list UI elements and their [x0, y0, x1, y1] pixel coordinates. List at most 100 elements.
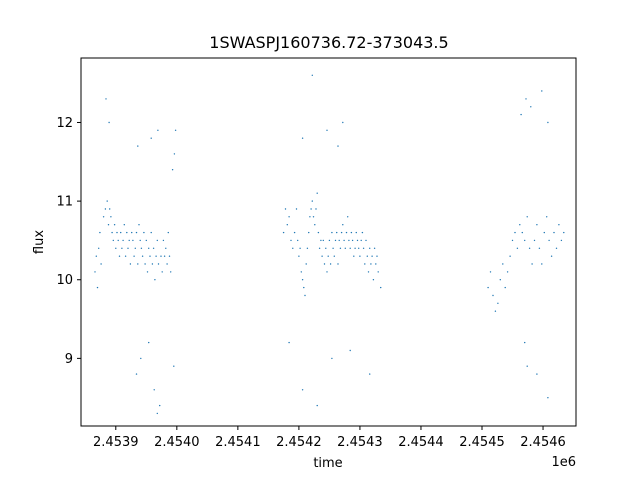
data-point [156, 239, 158, 242]
data-point [327, 255, 329, 257]
y-axis-label: flux [32, 230, 47, 254]
data-point [165, 247, 167, 249]
data-point [111, 231, 113, 234]
data-point [345, 231, 348, 234]
data-point [499, 279, 501, 281]
data-point [288, 341, 290, 344]
data-point [110, 216, 112, 218]
data-point [124, 255, 127, 257]
data-point [95, 255, 98, 257]
data-point [301, 279, 304, 281]
data-point [347, 216, 349, 218]
data-point [117, 239, 119, 242]
data-point [349, 247, 351, 249]
data-point [520, 113, 522, 116]
data-point [99, 231, 101, 234]
data-point [121, 247, 123, 249]
data-point [325, 247, 327, 249]
data-point [308, 231, 310, 234]
data-point [546, 216, 548, 218]
data-point [108, 121, 110, 124]
data-point [364, 263, 366, 265]
data-point [514, 231, 516, 234]
data-point [159, 404, 161, 407]
data-point [162, 239, 165, 242]
data-point [293, 231, 296, 234]
data-point [128, 239, 130, 242]
data-point [329, 263, 332, 265]
data-point [348, 239, 350, 242]
data-point [306, 247, 309, 249]
data-point [356, 239, 359, 242]
y-tick-label: 9 [65, 352, 73, 367]
data-point [148, 341, 150, 344]
data-point [536, 224, 538, 226]
data-point [137, 263, 139, 265]
data-point [489, 271, 492, 273]
data-point [301, 137, 304, 139]
data-point [487, 286, 489, 289]
data-point [524, 341, 526, 344]
x-tick-label: 2.4546 [520, 435, 566, 450]
data-point [563, 231, 565, 234]
data-point [336, 231, 338, 234]
data-point [314, 224, 316, 226]
data-point [332, 247, 334, 249]
data-point [311, 74, 313, 77]
data-point [536, 373, 538, 375]
data-point [339, 247, 342, 249]
data-point [141, 255, 144, 257]
data-point [140, 357, 142, 360]
data-point [131, 231, 133, 234]
data-point [290, 239, 292, 242]
data-point [138, 224, 140, 226]
data-point [151, 263, 154, 265]
data-point [115, 247, 117, 249]
data-point [351, 239, 354, 242]
data-point [156, 412, 158, 415]
x-axis-offset-label: 1e6 [551, 455, 576, 470]
data-point [334, 239, 337, 242]
data-point [116, 231, 118, 234]
data-point [155, 255, 157, 257]
data-point [157, 263, 160, 265]
data-point [139, 239, 141, 242]
data-point [377, 271, 379, 273]
data-point [301, 389, 304, 391]
data-point [342, 121, 344, 124]
data-point [509, 255, 511, 257]
data-point [372, 279, 375, 281]
data-point [292, 247, 294, 249]
data-point [305, 263, 307, 265]
data-point [109, 208, 111, 210]
data-point [300, 271, 302, 273]
data-point [340, 231, 343, 234]
data-point [148, 247, 150, 249]
data-point [113, 224, 116, 226]
data-point [533, 239, 536, 242]
data-point [376, 255, 378, 257]
data-point [354, 247, 356, 249]
x-tick-label: 2.4544 [398, 435, 444, 450]
data-point [311, 200, 313, 202]
data-point [310, 208, 312, 210]
data-point [366, 255, 368, 257]
data-point [132, 239, 134, 242]
x-tick-label: 2.4539 [93, 435, 139, 450]
data-point [120, 231, 122, 234]
data-point [299, 247, 301, 249]
data-point [326, 129, 328, 131]
data-point [555, 247, 558, 249]
data-point [106, 200, 108, 202]
data-point [343, 239, 345, 242]
data-point [174, 129, 177, 131]
data-point [521, 231, 523, 234]
data-point [107, 224, 110, 226]
data-point [312, 216, 315, 218]
data-point [338, 239, 340, 242]
data-point [168, 255, 171, 257]
data-point [144, 263, 146, 265]
data-point [342, 224, 344, 226]
data-point [309, 216, 311, 218]
